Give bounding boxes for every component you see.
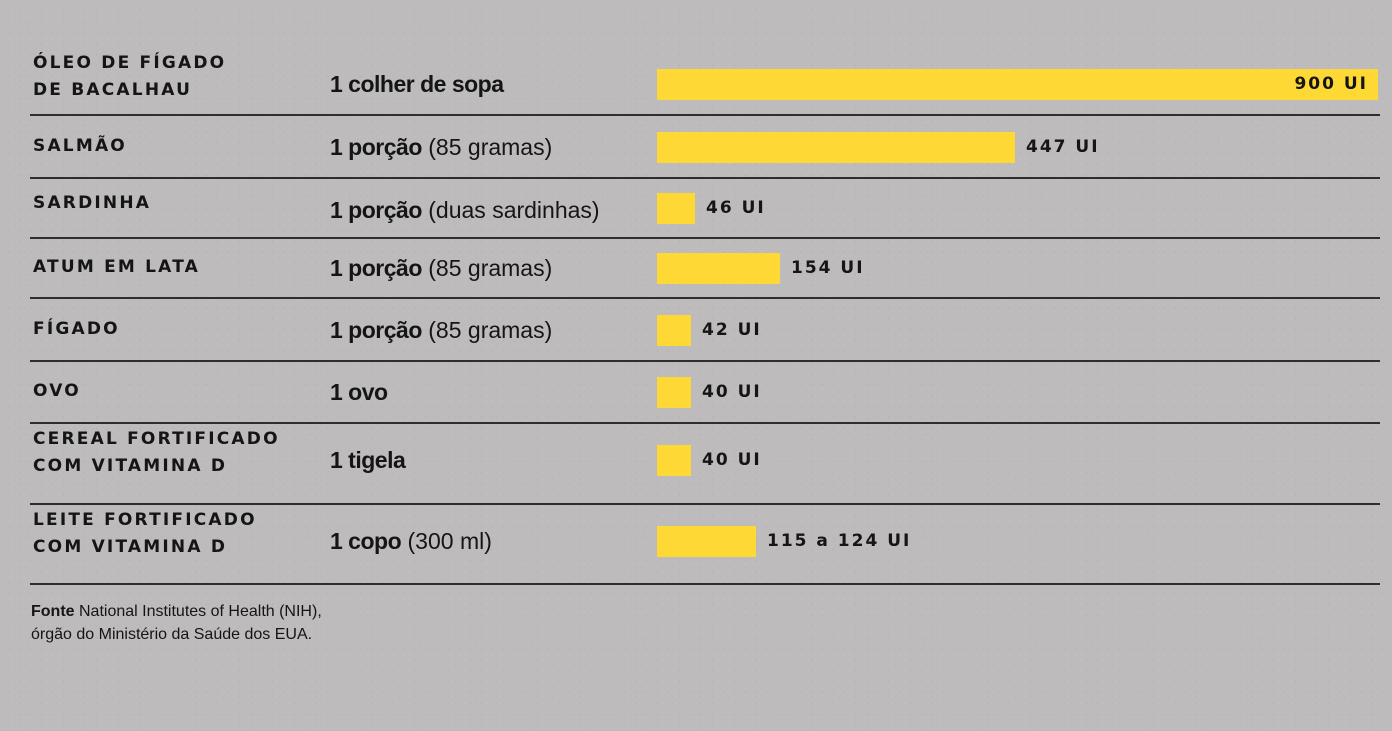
portion-quantity: 1 ovo (330, 379, 388, 405)
portion-label: 1 copo (300 ml) (330, 528, 650, 555)
row-separator (30, 114, 1380, 116)
portion-quantity: 1 colher de sopa (330, 71, 504, 97)
portion-label: 1 tigela (330, 447, 650, 474)
food-label: OVO (33, 381, 81, 401)
value-label: 154 UI (791, 258, 865, 278)
portion-quantity: 1 porção (330, 197, 422, 223)
value-label: 46 UI (706, 198, 766, 218)
source-label: Fonte (31, 603, 75, 620)
value-label: 447 UI (1026, 136, 1100, 157)
row-separator (30, 422, 1380, 424)
portion-quantity: 1 copo (330, 528, 402, 554)
row-separator (30, 237, 1380, 239)
bar (657, 69, 1378, 100)
food-label: ÓLEO DE FÍGADO DE BACALHAU (33, 53, 227, 100)
bar (657, 526, 756, 557)
portion-label: 1 porção (85 gramas) (330, 317, 650, 344)
value-label: 42 UI (702, 319, 762, 340)
row-separator (30, 360, 1380, 362)
portion-quantity: 1 tigela (330, 447, 406, 473)
row-separator (30, 297, 1380, 299)
value-label: 115 a 124 UI (767, 531, 912, 551)
portion-label: 1 ovo (330, 379, 650, 406)
portion-detail: (85 gramas) (428, 316, 553, 343)
portion-detail: (duas sardinhas) (428, 197, 600, 223)
food-label: CEREAL FORTIFICADO COM VITAMINA D (33, 429, 280, 476)
portion-quantity: 1 porção (330, 133, 422, 160)
food-label: LEITE FORTIFICADO COM VITAMINA D (33, 510, 257, 557)
portion-detail: (85 gramas) (428, 255, 553, 281)
source-text: National Institutes of Health (NIH), órg… (31, 603, 322, 643)
row-separator (30, 177, 1380, 179)
portion-quantity: 1 porção (330, 316, 422, 343)
portion-label: 1 colher de sopa (330, 71, 650, 98)
portion-label: 1 porção (85 gramas) (330, 134, 650, 161)
portion-quantity: 1 porção (330, 255, 422, 281)
bar (657, 377, 691, 408)
row-separator (30, 503, 1380, 505)
portion-detail: (85 gramas) (428, 133, 553, 160)
food-label: ATUM EM LATA (33, 257, 201, 277)
bar (657, 314, 691, 346)
bar (657, 131, 1015, 163)
bar (657, 445, 691, 476)
portion-label: 1 porção (duas sardinhas) (330, 197, 650, 224)
food-label: SARDINHA (33, 193, 152, 213)
portion-label: 1 porção (85 gramas) (330, 255, 650, 282)
food-label: FÍGADO (33, 318, 120, 339)
food-label: SALMÃO (33, 135, 127, 156)
row-separator (30, 583, 1380, 585)
source-note: Fonte National Institutes of Health (NIH… (31, 600, 531, 646)
portion-detail: (300 ml) (407, 528, 492, 554)
value-label: 40 UI (702, 450, 762, 470)
bar (657, 253, 780, 284)
value-label: 900 UI (1294, 74, 1368, 94)
value-label: 40 UI (702, 382, 762, 402)
bar (657, 193, 695, 224)
